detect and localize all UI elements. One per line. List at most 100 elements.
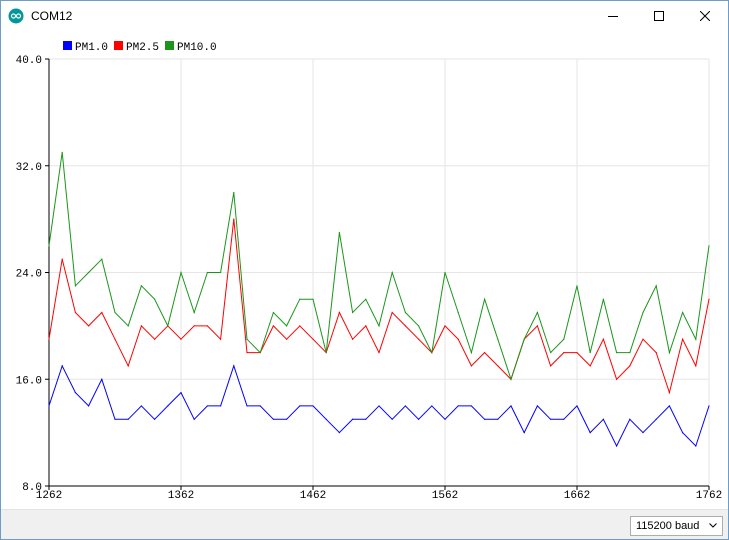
data-point [352,338,354,340]
data-point [668,351,671,354]
data-point [312,405,314,407]
data-point [272,325,274,327]
data-point [576,285,578,287]
data-point [602,418,605,420]
data-point [629,351,631,354]
data-point [444,418,446,420]
baud-rate-value: 115200 baud [636,520,700,532]
data-point [444,325,446,327]
data-point [563,351,565,354]
y-tick-label: 24.0 [16,269,42,281]
data-point [484,418,486,420]
data-point [629,365,631,367]
data-point [536,325,539,327]
data-point [220,271,222,274]
data-point [602,298,605,300]
x-tick-label: 1662 [564,490,590,502]
chevron-down-icon [709,523,717,528]
data-point [272,311,274,314]
data-point [391,311,393,314]
data-point [61,151,63,154]
data-point [154,418,156,420]
x-tick-label: 1362 [168,490,194,502]
data-point [286,418,288,420]
data-point [233,218,235,220]
data-point [563,418,565,420]
series-pm2-5 [48,218,710,395]
data-point [88,325,90,327]
data-point [629,418,631,420]
data-point [365,325,367,327]
data-point [404,311,406,314]
data-point [536,405,539,407]
data-point [61,365,63,367]
data-point [484,351,486,354]
data-point [259,405,261,407]
data-point [655,351,657,354]
data-point [140,325,142,327]
data-point [48,405,50,407]
data-point [404,325,406,327]
data-point [101,311,103,314]
data-point [88,271,90,274]
data-point [642,432,644,434]
y-tick-label: 8.0 [22,482,42,494]
data-point [206,271,208,274]
data-point [365,298,367,300]
data-point [510,378,512,380]
data-point [616,351,618,354]
close-button[interactable] [682,1,728,31]
data-point [167,325,169,327]
series-pm1-0 [48,364,710,448]
data-point [470,365,472,367]
data-point [616,445,618,447]
data-point [246,405,248,407]
data-point [140,285,142,287]
data-point [61,258,63,260]
data-point [325,351,327,354]
legend-label: PM1.0 [75,42,108,54]
data-point [431,405,433,407]
data-point [180,391,182,394]
data-point [259,351,261,354]
data-point [589,432,591,434]
data-point [286,338,288,340]
baud-rate-select[interactable]: 115200 baud [630,516,723,536]
data-point [391,418,393,420]
data-point [642,311,644,314]
data-point [550,365,552,367]
data-point [299,325,301,327]
data-point [114,418,116,420]
minimize-button[interactable] [590,1,636,31]
data-point [484,298,486,300]
data-point [154,338,156,340]
data-point [167,405,169,407]
data-point [668,405,671,407]
serial-plot: 8.0 16.0 24.0 32.0 40.0 1262 1362 1462 1562 1662 1… [16,41,722,502]
data-point [655,418,657,420]
data-point [299,298,301,300]
data-point [352,418,354,420]
window-title: COM12 [31,9,73,23]
legend-swatch [114,41,123,50]
data-point [431,351,433,354]
data-point [220,405,222,407]
data-point [523,338,525,340]
data-point [48,338,50,340]
data-point [127,325,129,327]
data-point [523,432,525,434]
data-point [695,445,697,447]
data-point [180,271,182,274]
data-point [418,325,420,327]
data-point [470,405,472,407]
maximize-button[interactable] [636,1,682,31]
data-point [563,338,565,340]
data-point [695,365,697,367]
x-tick-label: 1262 [36,490,62,502]
data-point [48,245,50,247]
y-tick-label: 32.0 [16,162,42,174]
data-point [457,405,459,407]
data-point [708,405,710,407]
data-point [602,338,605,340]
data-point [286,325,288,327]
